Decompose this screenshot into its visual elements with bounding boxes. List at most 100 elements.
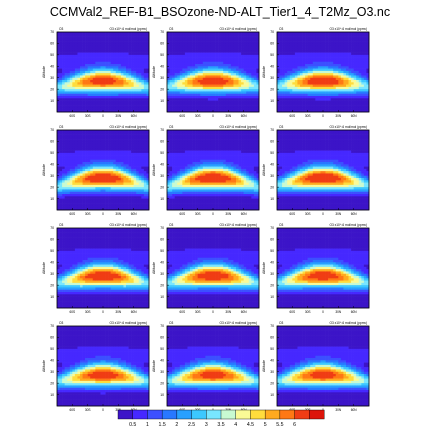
heatmap-cell	[190, 36, 193, 40]
heatmap-cell	[346, 77, 349, 81]
heatmap-cell	[320, 91, 324, 95]
heatmap-cell	[315, 41, 319, 44]
heatmap-cell	[187, 93, 191, 97]
heatmap-cell	[100, 168, 104, 172]
heatmap-cell	[320, 73, 324, 76]
heatmap-cell	[105, 105, 109, 108]
heatmap-cell	[69, 91, 73, 95]
heatmap-cell	[74, 159, 78, 163]
heatmap-cell	[174, 41, 178, 44]
heatmap-cell	[363, 64, 367, 67]
y-tick-label: 30	[160, 76, 164, 80]
heatmap-cell	[307, 48, 311, 51]
heatmap-cell	[126, 61, 129, 65]
heatmap-cell	[103, 205, 106, 209]
heatmap-cell	[59, 139, 63, 142]
heatmap-cell	[353, 34, 357, 37]
heatmap-cell	[95, 75, 99, 79]
heatmap-cell	[115, 105, 119, 108]
heatmap-cell	[67, 98, 71, 101]
heatmap-cell	[325, 43, 329, 47]
heatmap-cell	[325, 54, 329, 58]
heatmap-cell	[118, 48, 122, 51]
heatmap-cell	[131, 194, 134, 197]
heatmap-cell	[202, 61, 206, 65]
heatmap-cell	[146, 36, 150, 40]
heatmap-cell	[294, 50, 298, 53]
heatmap-cell	[67, 155, 71, 158]
heatmap-cell	[105, 70, 109, 74]
heatmap-cell	[294, 100, 298, 104]
heatmap-cell	[317, 57, 321, 60]
heatmap-cell	[202, 32, 206, 35]
heatmap-cell	[92, 61, 96, 65]
heatmap-cell	[74, 91, 78, 95]
heatmap-cell	[287, 36, 291, 40]
heatmap-cell	[67, 200, 71, 204]
heatmap-cell	[146, 82, 150, 85]
heatmap-cell	[213, 38, 216, 42]
heatmap-cell	[97, 200, 101, 204]
heatmap-cell	[80, 38, 83, 42]
heatmap-cell	[179, 102, 183, 106]
heatmap-cell	[233, 89, 237, 92]
heatmap-cell	[184, 100, 188, 104]
heatmap-cell	[218, 68, 221, 72]
heatmap-cell	[87, 34, 91, 37]
heatmap-cell	[128, 180, 132, 183]
heatmap-cell	[300, 102, 303, 106]
heatmap-cell	[57, 82, 60, 85]
heatmap-cell	[361, 48, 365, 51]
heatmap-cell	[289, 91, 293, 95]
heatmap-cell	[69, 141, 73, 145]
heatmap-cell	[123, 45, 127, 49]
heatmap-cell	[236, 102, 239, 106]
heatmap-cell	[187, 45, 191, 49]
heatmap-cell	[143, 93, 147, 97]
heatmap-cell	[138, 36, 142, 40]
heatmap-cell	[113, 175, 117, 179]
heatmap-cell	[77, 196, 81, 199]
heatmap-cell	[210, 68, 214, 72]
heatmap-cell	[312, 89, 316, 92]
heatmap-cell	[207, 102, 211, 106]
heatmap-cell	[338, 102, 342, 106]
heatmap-cell	[172, 41, 175, 44]
heatmap-cell	[228, 77, 232, 81]
heatmap-cell	[128, 178, 132, 181]
heatmap-cell	[335, 100, 339, 104]
heatmap-cell	[358, 82, 362, 85]
heatmap-cell	[100, 59, 104, 63]
heatmap-cell	[74, 164, 78, 167]
heatmap-cell	[297, 80, 301, 83]
heatmap-cell	[100, 34, 104, 37]
heatmap-cell	[80, 171, 83, 174]
heatmap-cell	[62, 171, 65, 174]
heatmap-cell	[307, 43, 311, 47]
heatmap-cell	[323, 61, 326, 65]
heatmap-cell	[72, 96, 76, 99]
heatmap-cell	[348, 41, 352, 44]
heatmap-cell	[340, 66, 344, 69]
heatmap-cell	[310, 57, 314, 60]
y-tick-label: 50	[270, 53, 274, 57]
heatmap-cell	[333, 86, 337, 90]
heatmap-cell	[207, 70, 211, 74]
heatmap-cell	[251, 59, 255, 63]
heatmap-cell	[69, 34, 73, 37]
heatmap-cell	[251, 93, 255, 97]
heatmap-cell	[361, 36, 365, 40]
heatmap-cell	[82, 73, 86, 76]
heatmap-cell	[223, 86, 227, 90]
heatmap-cell	[172, 84, 175, 88]
heatmap-cell	[251, 32, 255, 35]
heatmap-cell	[115, 77, 119, 81]
heatmap-cell	[200, 102, 204, 106]
heatmap-cell	[289, 73, 293, 76]
heatmap-cell	[141, 43, 145, 47]
heatmap-cell	[317, 36, 321, 40]
heatmap-cell	[133, 34, 137, 37]
heatmap-cell	[246, 70, 250, 74]
heatmap-cell	[218, 86, 221, 90]
heatmap-cell	[253, 102, 257, 106]
